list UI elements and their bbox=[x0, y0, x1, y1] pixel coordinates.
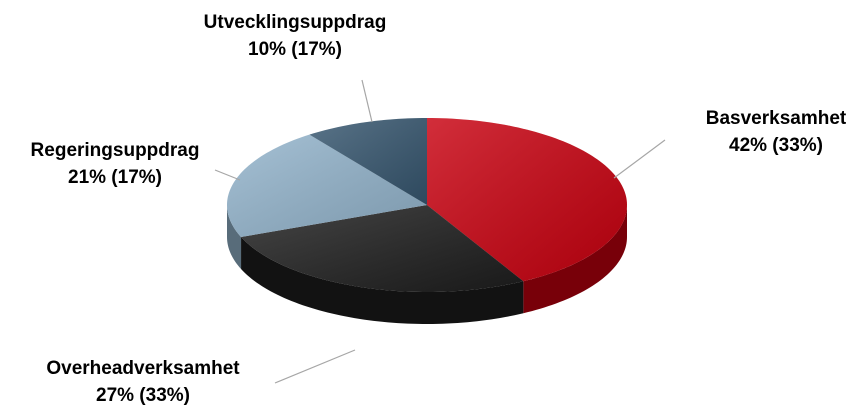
value-label: 10% (17%) bbox=[248, 39, 342, 60]
slice-shade bbox=[241, 205, 524, 292]
value-label: 21% (17%) bbox=[68, 167, 162, 188]
leader-line bbox=[613, 139, 666, 179]
leader-line bbox=[361, 79, 373, 123]
slice-side bbox=[523, 205, 627, 314]
slice-side bbox=[241, 237, 524, 324]
slice-shade bbox=[309, 118, 427, 205]
value-label: 27% (33%) bbox=[96, 385, 190, 406]
slice-label: Utvecklingsuppdrag bbox=[204, 12, 387, 33]
slice-label: Regeringsuppdrag bbox=[31, 140, 200, 161]
slice-side bbox=[227, 205, 242, 270]
slice-label: Basverksamhet bbox=[706, 108, 847, 129]
leader-line bbox=[274, 349, 356, 384]
slice-shade bbox=[227, 134, 427, 238]
slice-label: Overheadverksamhet bbox=[46, 358, 240, 379]
value-label: 42% (33%) bbox=[729, 135, 823, 156]
slice-shade bbox=[427, 118, 627, 282]
leader-line bbox=[214, 169, 241, 181]
